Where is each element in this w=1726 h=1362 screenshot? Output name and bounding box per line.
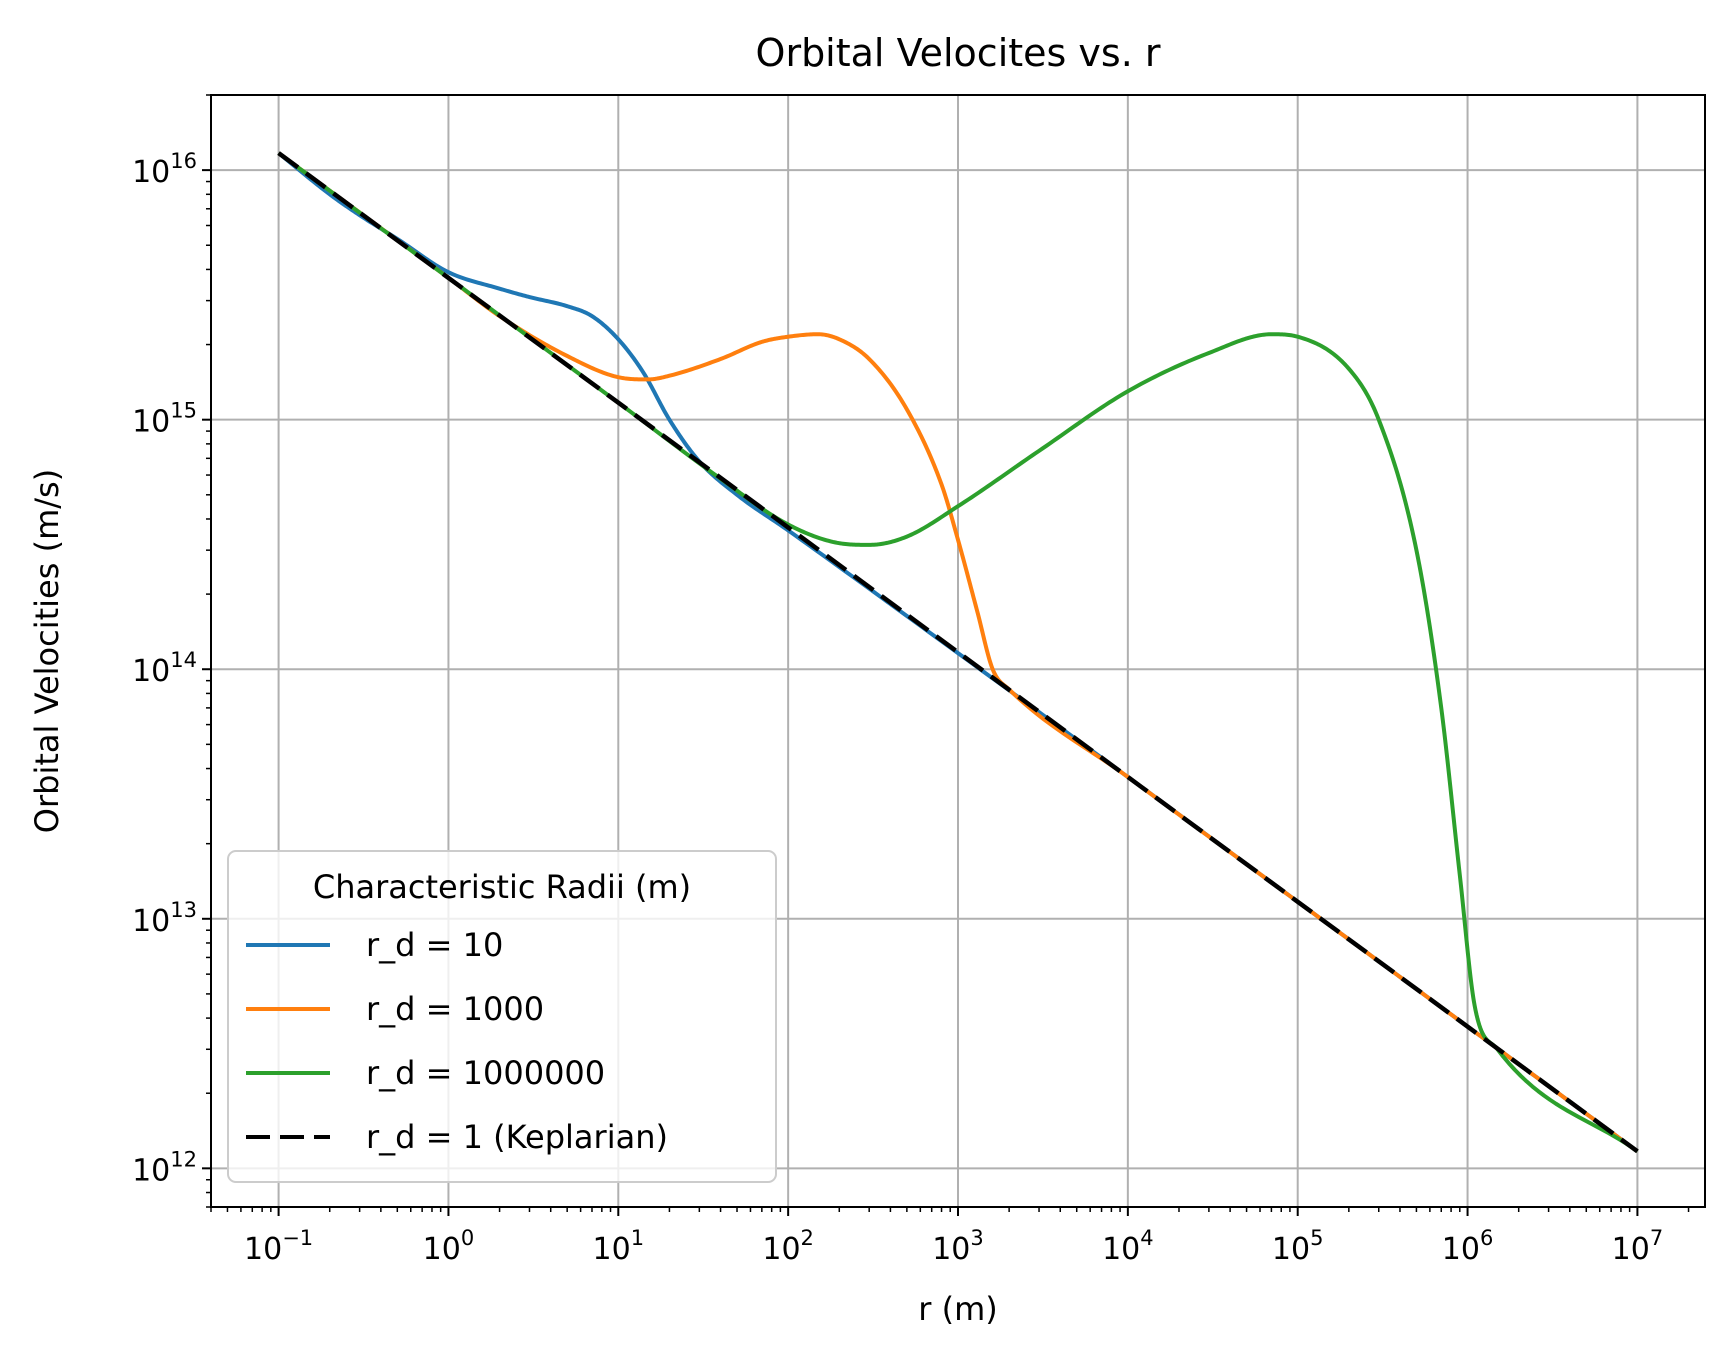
x-tick-label: 104: [1102, 1226, 1154, 1267]
legend-label-1: r_d = 10: [366, 926, 503, 964]
x-tick-label: 105: [1272, 1226, 1324, 1267]
legend-entries: r_d = 10 r_d = 1000 r_d = 1000000 r_d = 1 (…: [246, 926, 668, 1156]
x-minor-ticks: [210, 1207, 1690, 1212]
legend-label-3: r_d = 1000000: [366, 1054, 605, 1092]
legend-title: Characteristic Radii (m): [313, 868, 691, 906]
legend: Characteristic Radii (m) r_d = 10r_d = 1…: [227, 850, 777, 1183]
x-tick-label: 10−1: [244, 1226, 313, 1267]
y-axis-ticks: 1012 1013 1014 1015 1016: [132, 149, 211, 1188]
y-tick-label: 1014: [132, 648, 197, 689]
x-tick-label: 100: [423, 1226, 475, 1267]
x-tick-label: 103: [932, 1226, 984, 1267]
legend-label-2: r_d = 1000: [366, 990, 544, 1028]
y-axis-label: Orbital Velocities (m/s): [28, 469, 66, 833]
chart-title: Orbital Velocites vs. r: [756, 31, 1161, 75]
x-tick-label: 101: [593, 1226, 645, 1267]
x-tick-label: 102: [762, 1226, 814, 1267]
x-axis-label: r (m): [918, 1290, 997, 1328]
x-axis-ticks: 10−1 100 101 102 103 104 105 106 107: [244, 1207, 1663, 1267]
legend-label-4: r_d = 1 (Keplarian): [366, 1118, 668, 1156]
y-tick-label: 1015: [132, 399, 197, 440]
x-tick-label: 106: [1442, 1226, 1494, 1267]
series-layer: [277, 151, 1639, 1154]
y-tick-label: 1016: [132, 149, 197, 190]
series-line-2: [277, 151, 1639, 1153]
y-tick-label: 1012: [132, 1147, 197, 1188]
y-minor-ticks: [206, 94, 211, 1208]
y-tick-label: 1013: [132, 898, 197, 939]
series-line-4: [277, 151, 1639, 1154]
legend-frame: [227, 850, 777, 1183]
x-tick-label: 107: [1612, 1226, 1664, 1267]
